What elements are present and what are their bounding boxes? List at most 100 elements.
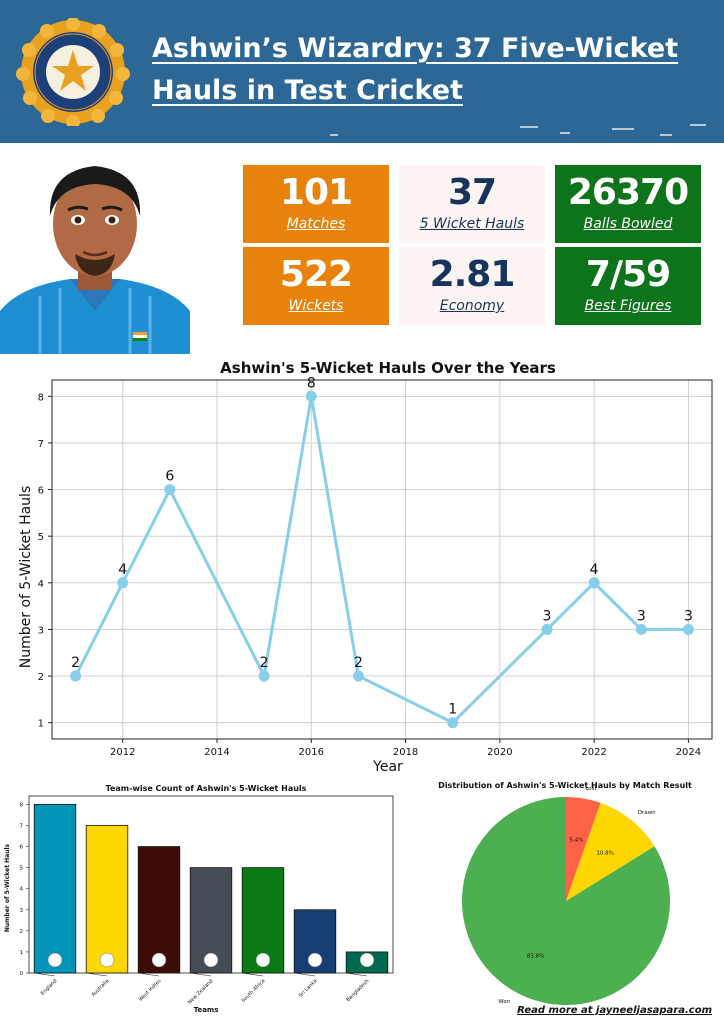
data-point bbox=[447, 717, 459, 729]
data-label: 3 bbox=[684, 608, 693, 624]
bar-x-tick bbox=[190, 972, 212, 977]
bar-chart-title: Team-wise Count of Ashwin's 5-Wicket Hau… bbox=[106, 784, 307, 793]
bar-x-tick-label: England bbox=[40, 978, 59, 997]
bar-x-tick-label: Bangladesh bbox=[345, 978, 370, 1003]
stat-value: 26370 bbox=[567, 172, 689, 213]
data-label: 2 bbox=[354, 655, 363, 671]
plot-frame bbox=[51, 379, 713, 740]
data-label: 6 bbox=[165, 469, 174, 485]
data-label: 2 bbox=[71, 655, 80, 671]
stat-value: 7/59 bbox=[585, 254, 671, 295]
data-label: 4 bbox=[118, 562, 127, 578]
team-flag-icon bbox=[151, 952, 167, 968]
decorative-speck bbox=[520, 126, 538, 128]
line-chart: Ashwin's 5-Wicket Hauls Over the Years Y… bbox=[18, 359, 713, 773]
bottom-charts: Team-wise Count of Ashwin's 5-Wicket Hau… bbox=[4, 781, 692, 1014]
y-tick-label: 4 bbox=[38, 579, 44, 590]
pie-slice bbox=[462, 797, 671, 1005]
read-more-link[interactable]: Read more at jayneeljasapara.com bbox=[517, 1005, 712, 1016]
data-point bbox=[352, 670, 364, 682]
y-tick-label: 6 bbox=[38, 486, 44, 497]
data-point bbox=[258, 670, 270, 682]
bar-y-tick-label: 8 bbox=[20, 802, 24, 808]
bar-y-axis-label: Number of 5-Wicket Hauls bbox=[4, 843, 11, 932]
page-title: Ashwin’s Wizardry: 37 Five-Wicket Hauls … bbox=[152, 33, 679, 106]
x-tick-label: 2016 bbox=[299, 747, 324, 758]
data-label: 8 bbox=[307, 375, 316, 391]
bar-x-tick bbox=[346, 972, 368, 977]
data-label: 3 bbox=[543, 608, 552, 624]
header-banner: Ashwin’s Wizardry: 37 Five-Wicket Hauls … bbox=[0, 0, 724, 143]
x-tick-label: 2024 bbox=[676, 747, 701, 758]
stat-label: Best Figures bbox=[584, 298, 672, 314]
x-tick-label: 2012 bbox=[110, 747, 135, 758]
x-tick-label: 2022 bbox=[581, 747, 606, 758]
data-label: 3 bbox=[637, 608, 646, 624]
stat-value: 37 bbox=[447, 172, 497, 213]
y-tick-label: 3 bbox=[38, 625, 44, 636]
x-tick-label: 2018 bbox=[393, 747, 418, 758]
stat-tile-best-figures: 7/59 Best Figures bbox=[555, 247, 701, 325]
decorative-speck bbox=[330, 134, 338, 136]
data-point bbox=[588, 577, 600, 589]
bar-x-tick-label: West Indies bbox=[138, 978, 163, 1003]
bar-y-tick-label: 1 bbox=[20, 950, 24, 956]
decorative-speck bbox=[612, 128, 634, 130]
cricketer-avatar-icon bbox=[0, 166, 190, 354]
data-point bbox=[682, 623, 694, 635]
data-label: 2 bbox=[260, 655, 269, 671]
team-flag-icon bbox=[99, 952, 115, 968]
stat-tile-balls-bowled: 26370 Balls Bowled bbox=[555, 165, 701, 243]
bar-x-axis-label: Teams bbox=[194, 1006, 219, 1014]
data-label: 4 bbox=[590, 562, 599, 578]
x-tick-label: 2020 bbox=[487, 747, 512, 758]
x-tick-label: 2014 bbox=[204, 747, 229, 758]
pie-category-label: Drawn bbox=[638, 810, 656, 816]
pie-percent-label: 83.8% bbox=[527, 953, 544, 959]
y-tick-label: 8 bbox=[38, 392, 44, 403]
bar-x-tick-label: New Zealand bbox=[187, 978, 214, 1005]
y-tick-label: 1 bbox=[38, 719, 44, 730]
team-flag-icon bbox=[359, 952, 375, 968]
stat-tile-five-wicket-hauls: 37 5 Wicket Hauls bbox=[399, 165, 545, 243]
stat-value: 522 bbox=[279, 254, 353, 295]
team-flag-icon bbox=[47, 952, 63, 968]
stat-label: Matches bbox=[286, 216, 346, 232]
stat-label: Wickets bbox=[288, 298, 344, 314]
pie-category-label: Lost bbox=[585, 786, 597, 792]
pie-percent-label: 10.8% bbox=[596, 850, 613, 856]
bar-y-tick-label: 5 bbox=[20, 866, 24, 872]
bar-x-tick-label: Sri Lanka bbox=[298, 978, 319, 999]
team-flag-icon bbox=[203, 952, 219, 968]
chart-title: Ashwin's 5-Wicket Hauls Over the Years bbox=[220, 359, 556, 377]
pie-slice bbox=[566, 797, 601, 901]
bar bbox=[85, 825, 129, 974]
stat-value: 101 bbox=[279, 172, 353, 213]
bar-x-tick bbox=[242, 972, 264, 977]
y-tick-label: 2 bbox=[38, 672, 44, 683]
stat-tile-economy: 2.81 Economy bbox=[399, 247, 545, 325]
data-point bbox=[305, 390, 317, 402]
bar-y-tick-label: 6 bbox=[20, 845, 24, 851]
data-point bbox=[635, 623, 647, 635]
data-label: 1 bbox=[448, 702, 457, 718]
bar-y-tick-label: 3 bbox=[20, 908, 24, 914]
stat-label: 5 Wicket Hauls bbox=[419, 216, 525, 232]
stat-label: Balls Bowled bbox=[583, 216, 673, 232]
data-point bbox=[70, 670, 82, 682]
decorative-speck bbox=[560, 132, 570, 134]
bcci-emblem-icon bbox=[16, 18, 130, 126]
pie-slice bbox=[566, 802, 655, 901]
stat-tile-matches: 101 Matches bbox=[243, 165, 389, 243]
y-tick-label: 7 bbox=[38, 439, 44, 450]
bar-x-tick bbox=[294, 972, 316, 977]
stat-tile-wickets: 522 Wickets bbox=[243, 247, 389, 325]
pie-category-label: Won bbox=[498, 999, 510, 1005]
decorative-speck bbox=[690, 124, 706, 126]
bar-y-tick-label: 0 bbox=[20, 971, 24, 977]
decorative-speck bbox=[660, 134, 672, 136]
data-point bbox=[164, 484, 176, 496]
stat-value: 2.81 bbox=[429, 254, 516, 295]
bar bbox=[33, 804, 77, 974]
pie-percent-label: 5.4% bbox=[570, 837, 584, 843]
